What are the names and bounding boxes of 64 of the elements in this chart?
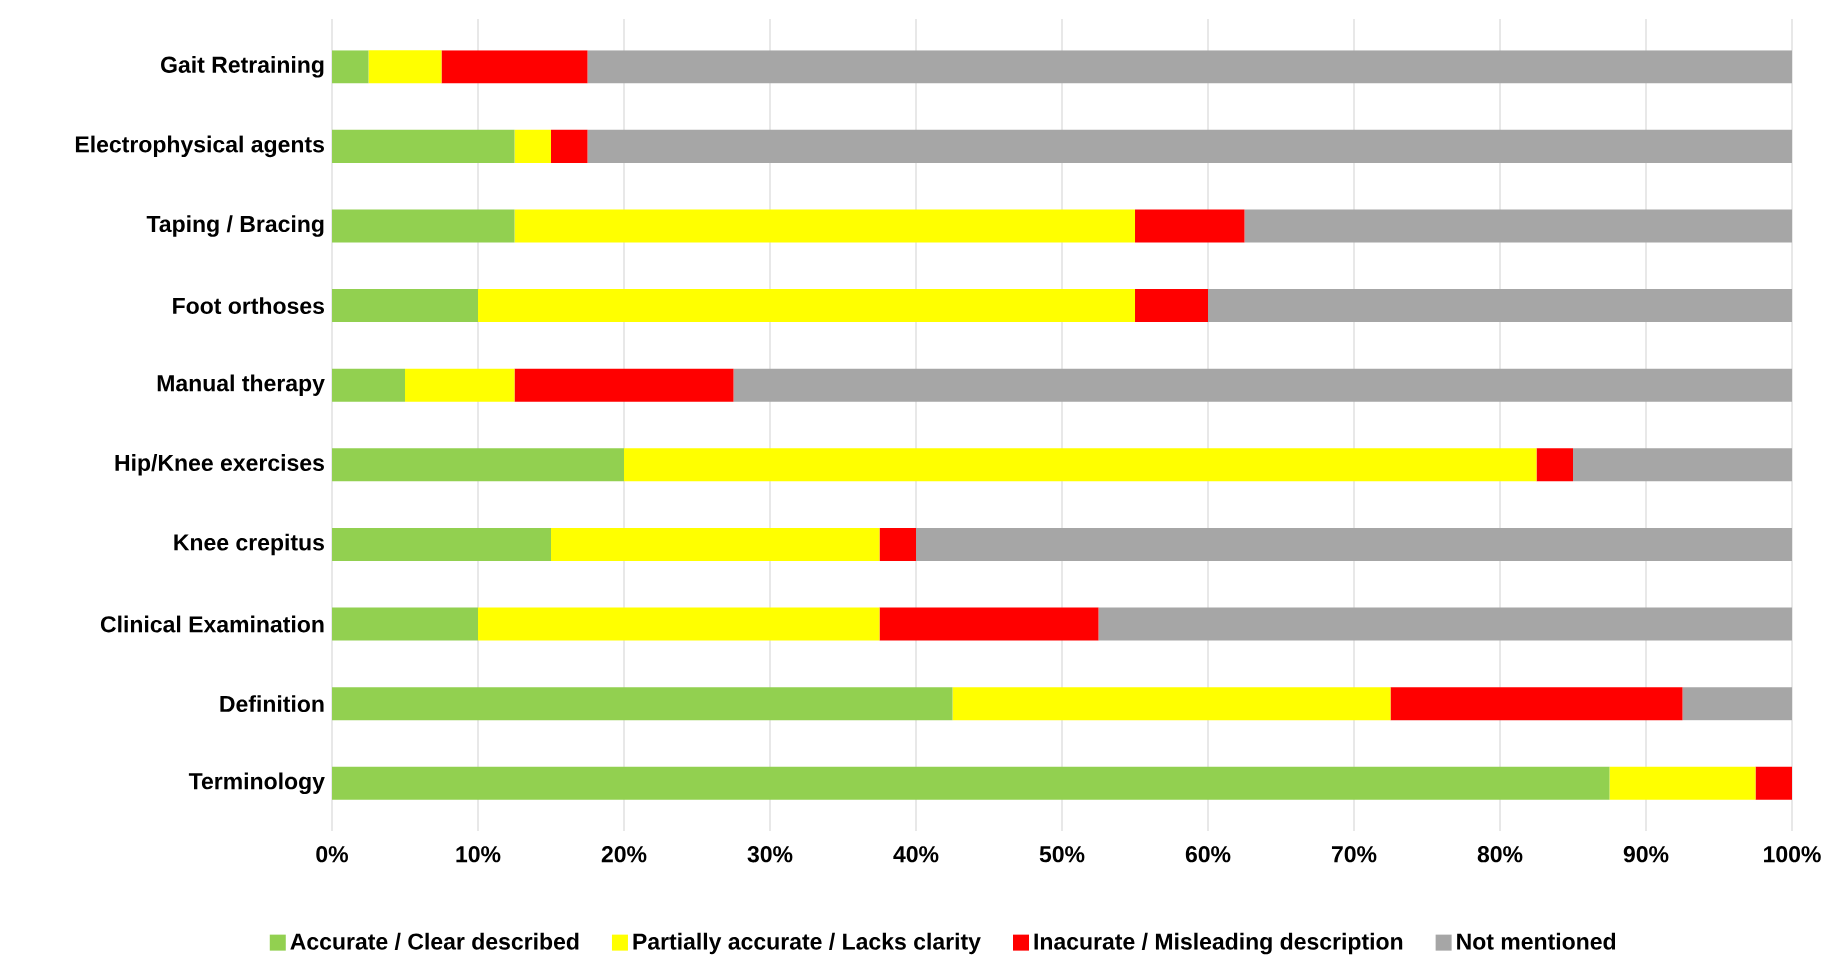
bar: [1573, 448, 1793, 482]
legend-label: Partially accurate / Lacks clarity: [633, 932, 981, 955]
y-tick-label: Definition: [220, 695, 324, 713]
y-tick-label: Electrophysical agents: [75, 135, 324, 158]
bar: [514, 209, 1136, 243]
legend-label: Not mentioned: [1457, 932, 1616, 950]
bar: [514, 129, 552, 163]
x-tick-label: 60%: [1185, 846, 1231, 863]
x-tick-label: 30%: [747, 846, 793, 863]
bar: [478, 607, 880, 641]
x-tick-label: 80%: [1477, 846, 1523, 863]
bar: [332, 527, 552, 561]
bar: [1135, 289, 1209, 323]
x-tick-label: 10%: [456, 846, 501, 863]
bar: [1098, 607, 1793, 641]
bar: [514, 368, 734, 402]
x-tick-label: 100%: [1764, 846, 1821, 863]
legend-label: Inacurate / Misleading description: [1034, 932, 1403, 955]
bar: [332, 50, 369, 84]
bar: [368, 50, 442, 84]
bar: [332, 209, 515, 243]
bar: [1208, 289, 1793, 323]
bar: [1244, 209, 1793, 243]
bar: [952, 687, 1391, 721]
bar: [916, 527, 1793, 561]
bar: [332, 766, 1610, 800]
legend-label: Accurate / Clear described: [290, 932, 579, 950]
bar: [879, 607, 1099, 641]
bar: [478, 289, 1136, 323]
bar: [1682, 687, 1793, 721]
y-tick-label: Manual therapy: [157, 374, 325, 396]
bar: [551, 527, 880, 561]
bar: [332, 448, 625, 482]
y-tick-label: Gait Retraining: [161, 56, 324, 78]
x-tick-label: 20%: [601, 846, 647, 863]
bar: [332, 368, 406, 402]
bar: [1755, 766, 1793, 800]
y-tick-label: Foot orthoses: [173, 297, 324, 315]
bar: [1609, 766, 1756, 800]
x-tick-label: 70%: [1331, 846, 1377, 863]
bar: [733, 368, 1793, 402]
x-tick-label: 50%: [1039, 846, 1085, 863]
bar: [1135, 209, 1245, 243]
bar: [879, 527, 917, 561]
x-tick-label: 40%: [893, 846, 939, 863]
y-tick-label: Taping / Bracing: [146, 215, 324, 237]
bar: [332, 687, 953, 721]
bar: [332, 607, 479, 641]
bar: [587, 50, 1793, 84]
bar: [405, 368, 515, 402]
y-tick-label: Hip/Knee exercises: [115, 454, 324, 476]
x-tick-label: 90%: [1623, 846, 1669, 863]
bar: [587, 129, 1793, 163]
bar: [441, 50, 588, 84]
bar: [551, 129, 588, 163]
bar: [1390, 687, 1683, 721]
bar: [624, 448, 1537, 482]
bar: [332, 129, 515, 163]
y-tick-label: Clinical Examination: [100, 615, 324, 633]
bar: [1536, 448, 1574, 482]
x-tick-label: 0%: [316, 846, 348, 863]
y-tick-label: Terminology: [188, 772, 325, 794]
bar: [332, 289, 479, 323]
y-tick-label: Knee crepitus: [174, 533, 324, 556]
